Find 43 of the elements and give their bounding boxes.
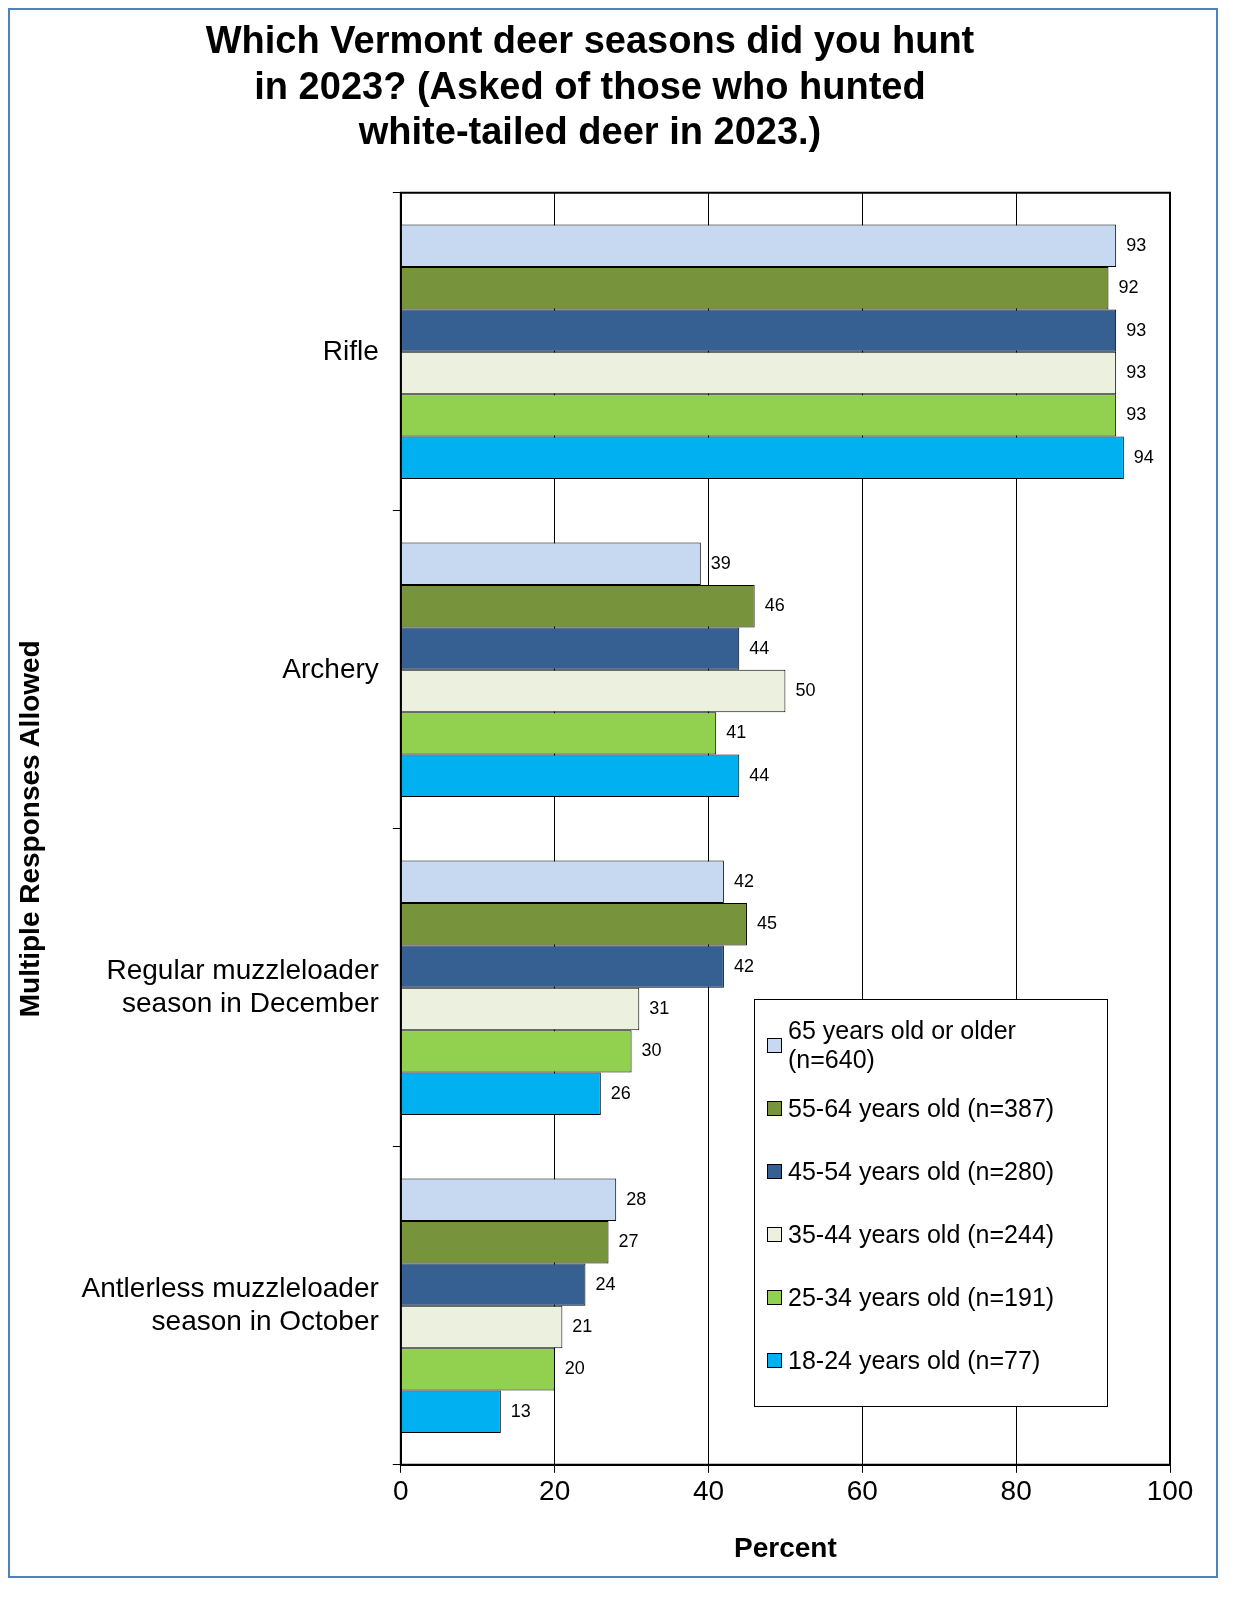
data-label: 26 xyxy=(610,1082,631,1103)
data-label: 21 xyxy=(572,1315,593,1336)
data-label: 93 xyxy=(1126,319,1147,340)
legend-label: 45-54 years old (n=280) xyxy=(788,1156,1055,1186)
legend-label: 55-64 years old (n=387) xyxy=(788,1093,1055,1123)
data-label: 30 xyxy=(641,1040,662,1061)
data-label: 45 xyxy=(756,913,777,934)
data-label: 44 xyxy=(749,637,770,658)
data-label: 39 xyxy=(710,552,731,573)
legend-label: 18-24 years old (n=77) xyxy=(788,1345,1041,1375)
legend-label: 65 years old or older (n=640) xyxy=(788,1016,1017,1075)
data-label: 93 xyxy=(1126,404,1147,425)
x-tick-label: 0 xyxy=(393,1475,409,1507)
legend-label: 35-44 years old (n=244) xyxy=(788,1219,1055,1249)
y-tick-label: Regular muzzleloader season in December xyxy=(106,953,379,1019)
data-label: 20 xyxy=(564,1358,585,1379)
data-label: 42 xyxy=(733,955,754,976)
data-label: 46 xyxy=(764,595,785,616)
y-tick-label: Archery xyxy=(282,652,379,684)
data-label: 93 xyxy=(1126,361,1147,382)
data-label: 31 xyxy=(649,997,670,1018)
data-label: 93 xyxy=(1126,234,1147,255)
data-label: 50 xyxy=(795,679,816,700)
data-label: 42 xyxy=(733,870,754,891)
y-axis-title: Multiple Responses Allowed xyxy=(13,640,45,1018)
data-label: 24 xyxy=(595,1273,616,1294)
data-label: 44 xyxy=(749,764,770,785)
x-tick-label: 80 xyxy=(1000,1475,1032,1507)
data-label: 27 xyxy=(618,1231,639,1252)
data-label: 28 xyxy=(626,1188,647,1209)
data-label: 94 xyxy=(1133,446,1154,467)
legend-label: 25-34 years old (n=191) xyxy=(788,1282,1055,1312)
data-label: 13 xyxy=(510,1400,531,1421)
data-label: 41 xyxy=(726,722,747,743)
x-axis-title: Percent xyxy=(734,1531,837,1563)
x-tick-label: 40 xyxy=(692,1475,725,1507)
x-tick-label: 100 xyxy=(1146,1475,1194,1507)
x-tick-label: 20 xyxy=(539,1475,571,1507)
x-tick-label: 60 xyxy=(846,1475,878,1507)
y-tick-label: Antlerless muzzleloader season in October xyxy=(81,1271,379,1337)
y-tick-label: Rifle xyxy=(322,334,379,366)
data-label: 92 xyxy=(1118,277,1139,298)
chart-title: Which Vermont deer seasons did you hunt in 2023? (Asked of those who hunted white-tailed deer in 2023.) xyxy=(205,19,975,153)
